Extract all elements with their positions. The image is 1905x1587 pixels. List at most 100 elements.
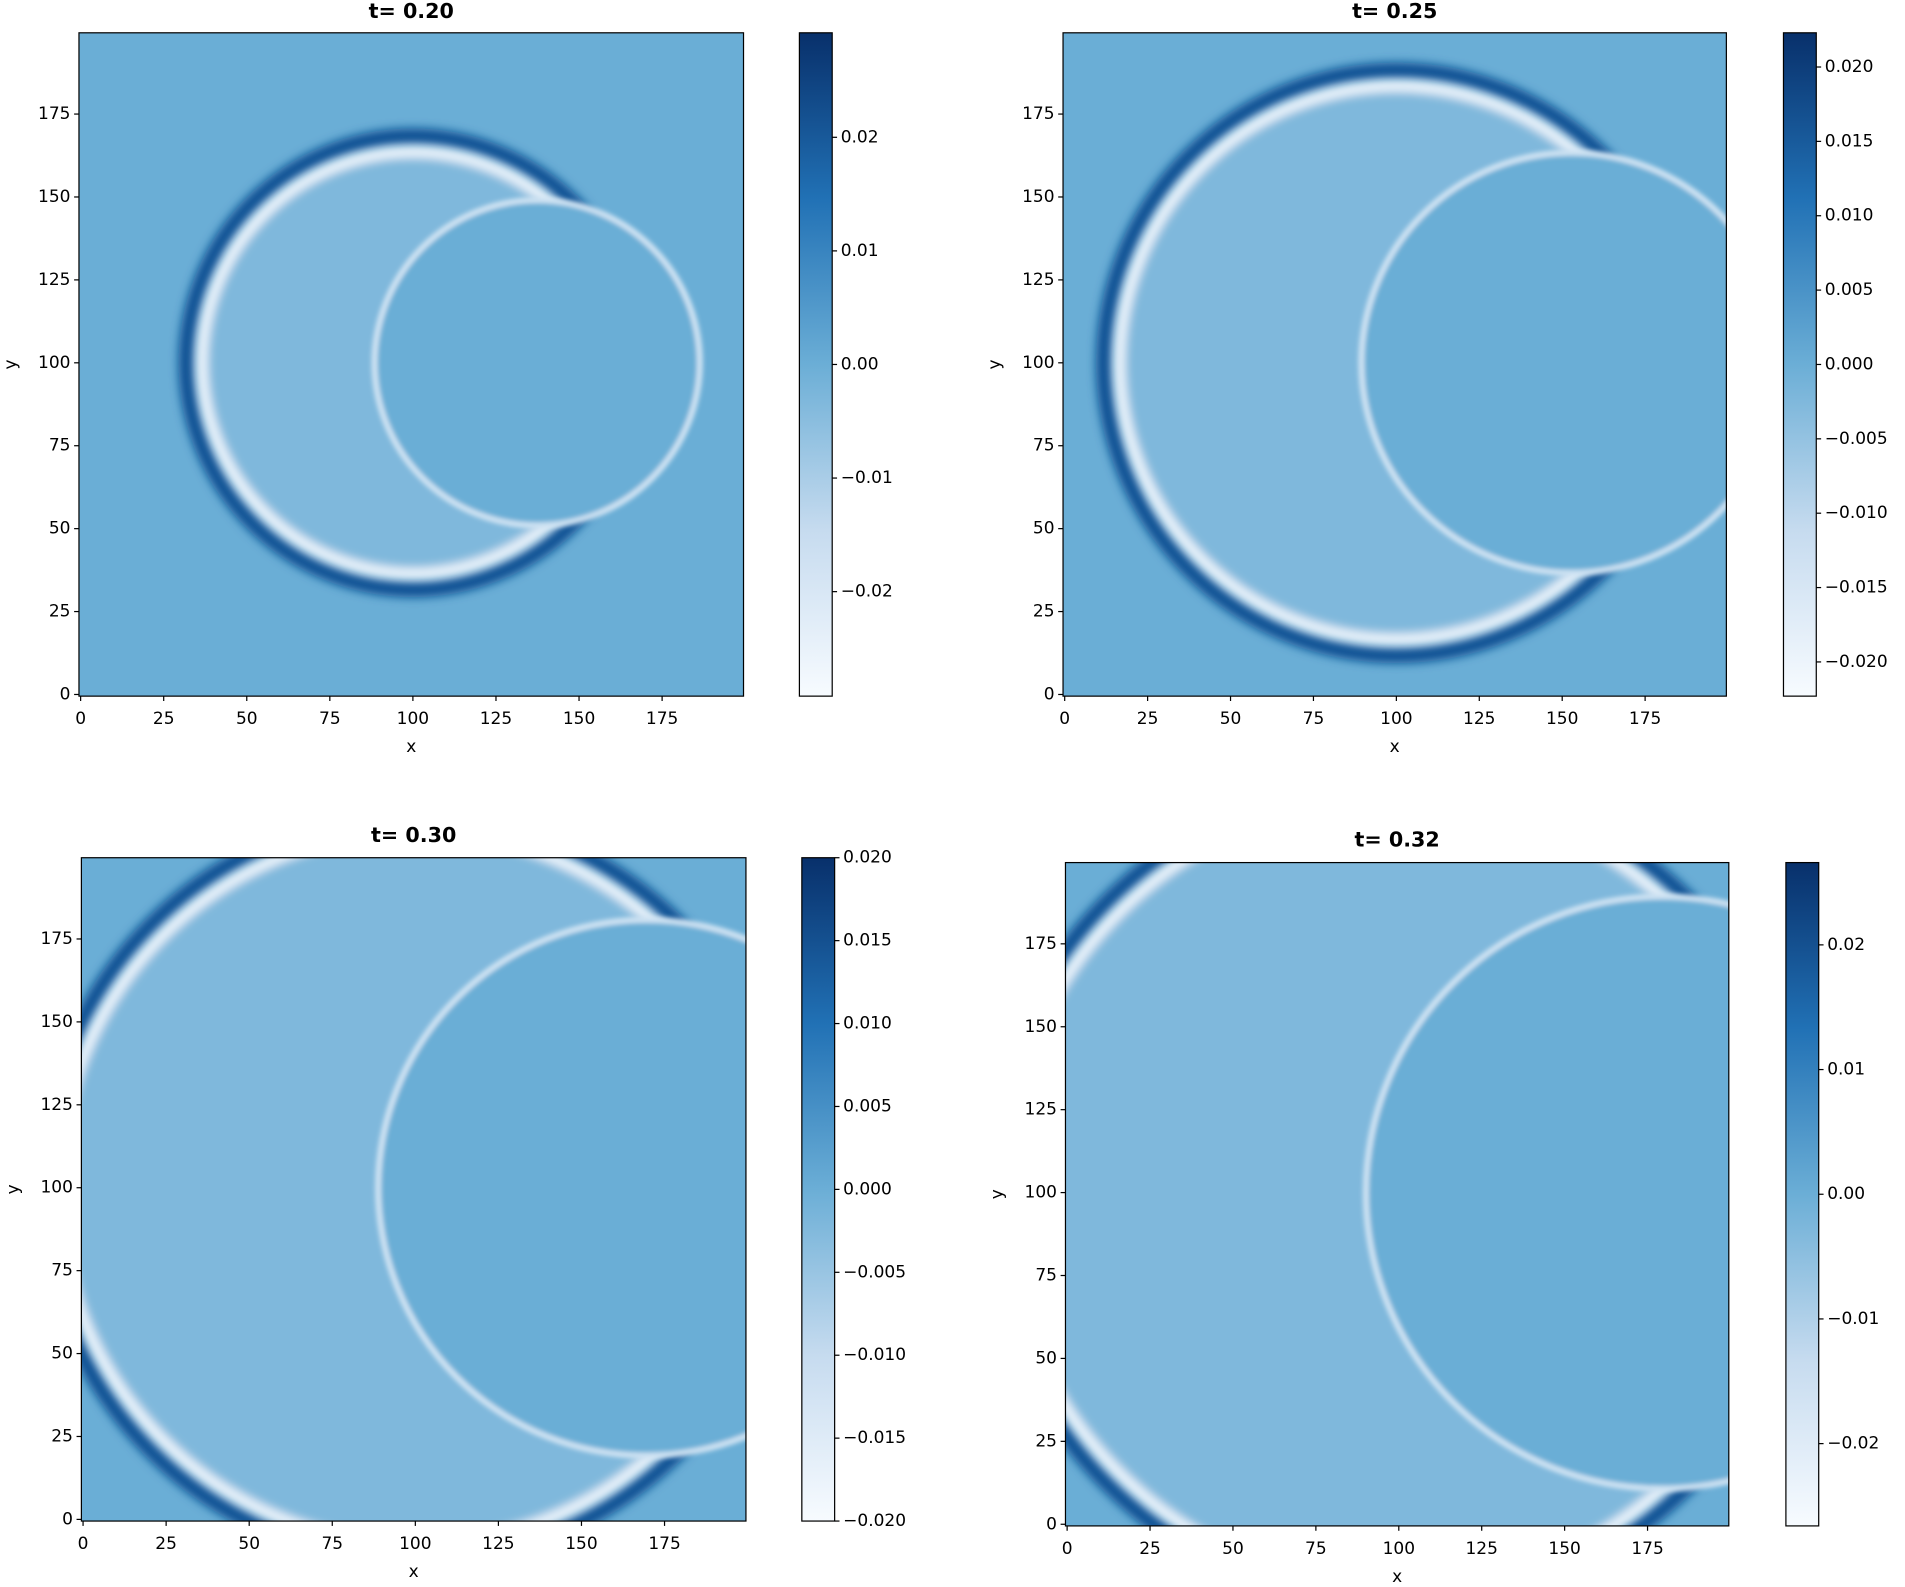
x-axis-label: x bbox=[1390, 737, 1400, 757]
field bbox=[78, 32, 744, 697]
x-tick-label: 75 bbox=[1303, 709, 1325, 729]
y-tick-label: 100 bbox=[1022, 353, 1054, 373]
colorbar-tick-label: −0.02 bbox=[841, 582, 893, 602]
colorbar-tick-label: 0.005 bbox=[1825, 280, 1874, 300]
colorbar-tick-label: 0.00 bbox=[841, 354, 879, 374]
x-tick-label: 100 bbox=[1383, 1539, 1415, 1559]
x-tick-label: 125 bbox=[1465, 1539, 1497, 1559]
colorbar-tick-label: −0.01 bbox=[841, 468, 893, 488]
y-tick-label: 100 bbox=[38, 353, 70, 373]
x-tick-label: 75 bbox=[1305, 1539, 1327, 1559]
inner-front bbox=[375, 916, 746, 1459]
colorbar-tick-label: −0.020 bbox=[1825, 652, 1888, 672]
x-axis-label: x bbox=[406, 737, 416, 757]
field bbox=[81, 857, 746, 1522]
colorbar-tick-label: −0.005 bbox=[1825, 429, 1888, 449]
axes-frame bbox=[1064, 861, 1730, 1527]
y-tick-label: 125 bbox=[1022, 270, 1054, 290]
colorbar-tick-label: 0.02 bbox=[1827, 935, 1865, 955]
axes-frame bbox=[1062, 32, 1727, 697]
x-tick-label: 150 bbox=[563, 709, 595, 729]
y-tick-label: 0 bbox=[62, 1509, 73, 1529]
y-tick-label: 100 bbox=[40, 1178, 72, 1198]
x-tick-label: 150 bbox=[565, 1534, 597, 1554]
axes-frame bbox=[78, 32, 745, 697]
x-tick-label: 150 bbox=[1548, 1539, 1580, 1559]
y-tick-label: 50 bbox=[1033, 519, 1055, 539]
y-axis-label: y bbox=[3, 1184, 23, 1194]
x-tick-label: 25 bbox=[1139, 1539, 1161, 1559]
field bbox=[1065, 862, 1729, 1526]
colorbar-tick-label: 0.005 bbox=[843, 1096, 892, 1116]
y-tick-label: 150 bbox=[1025, 1017, 1057, 1037]
colorbar-tick-label: 0.010 bbox=[843, 1014, 892, 1034]
subplot-title: t= 0.20 bbox=[369, 0, 454, 23]
x-tick-label: 0 bbox=[75, 709, 86, 729]
colorbar-tick-label: −0.01 bbox=[1827, 1309, 1879, 1329]
x-tick-label: 125 bbox=[1463, 709, 1495, 729]
y-tick-label: 50 bbox=[49, 519, 71, 539]
y-axis-label: y bbox=[1, 359, 21, 369]
x-tick-label: 0 bbox=[78, 1534, 89, 1554]
subplot: t= 0.20 x y 0 25 50 75 100 125 150 175 0 25 50 75 100 12… bbox=[1, 0, 893, 757]
colorbar bbox=[1785, 861, 1820, 1527]
x-tick-label: 100 bbox=[397, 709, 429, 729]
colorbar bbox=[801, 857, 836, 1522]
y-tick-label: 0 bbox=[1046, 1514, 1057, 1534]
x-tick-label: 175 bbox=[1631, 1539, 1663, 1559]
x-tick-label: 175 bbox=[646, 709, 678, 729]
colorbar-tick-label: 0.00 bbox=[1827, 1184, 1865, 1204]
y-tick-label: 50 bbox=[51, 1344, 73, 1364]
subplot: t= 0.32 x y 0 25 50 75 100 125 150 175 0 25 50 75 100 12… bbox=[987, 828, 1879, 1587]
colorbar-tick-label: 0.01 bbox=[1827, 1060, 1865, 1080]
x-tick-label: 50 bbox=[1220, 709, 1242, 729]
colorbar bbox=[798, 32, 833, 697]
colorbar bbox=[1782, 32, 1817, 697]
x-tick-label: 50 bbox=[236, 709, 258, 729]
x-tick-label: 75 bbox=[319, 709, 341, 729]
y-tick-label: 0 bbox=[60, 684, 71, 704]
colorbar-tick-label: 0.015 bbox=[1825, 131, 1874, 151]
x-tick-label: 175 bbox=[1629, 709, 1661, 729]
y-tick-label: 100 bbox=[1025, 1183, 1057, 1203]
y-axis-label: y bbox=[985, 359, 1005, 369]
colorbar-tick-label: 0.02 bbox=[841, 127, 879, 147]
x-tick-label: 100 bbox=[399, 1534, 431, 1554]
y-tick-label: 75 bbox=[49, 436, 71, 456]
y-tick-label: 25 bbox=[49, 602, 71, 622]
x-tick-label: 50 bbox=[238, 1534, 260, 1554]
colorbar-tick-label: −0.015 bbox=[843, 1428, 906, 1448]
x-tick-label: 75 bbox=[321, 1534, 343, 1554]
y-tick-label: 175 bbox=[1025, 934, 1057, 954]
y-tick-label: 125 bbox=[38, 270, 70, 290]
colorbar-tick-label: −0.015 bbox=[1825, 578, 1888, 598]
colorbar-tick-label: 0.000 bbox=[843, 1179, 892, 1199]
colorbar-tick-label: 0.000 bbox=[1825, 354, 1874, 374]
x-axis-label: x bbox=[1392, 1567, 1402, 1587]
colorbar-tick-label: −0.020 bbox=[843, 1511, 906, 1531]
x-tick-label: 0 bbox=[1059, 709, 1070, 729]
y-tick-label: 125 bbox=[1025, 1100, 1057, 1120]
x-tick-label: 25 bbox=[153, 709, 175, 729]
y-tick-label: 125 bbox=[40, 1095, 72, 1115]
x-tick-label: 25 bbox=[1137, 709, 1159, 729]
subplot-title: t= 0.32 bbox=[1354, 828, 1439, 852]
y-axis-label: y bbox=[987, 1189, 1007, 1199]
field bbox=[1063, 32, 1727, 697]
y-tick-label: 150 bbox=[38, 187, 70, 207]
y-tick-label: 75 bbox=[51, 1261, 73, 1281]
x-tick-label: 25 bbox=[155, 1534, 177, 1554]
colorbar-tick-label: −0.010 bbox=[843, 1345, 906, 1365]
colorbar-tick-label: 0.010 bbox=[1825, 206, 1874, 226]
colorbar-tick-label: −0.005 bbox=[843, 1262, 906, 1282]
y-tick-label: 25 bbox=[51, 1426, 73, 1446]
y-tick-label: 25 bbox=[1035, 1431, 1057, 1451]
y-tick-label: 150 bbox=[40, 1012, 72, 1032]
x-tick-label: 125 bbox=[480, 709, 512, 729]
x-tick-label: 0 bbox=[1062, 1539, 1073, 1559]
colorbar-tick-label: 0.01 bbox=[841, 241, 879, 261]
y-tick-label: 150 bbox=[1022, 187, 1054, 207]
y-tick-label: 175 bbox=[40, 929, 72, 949]
subplot: t= 0.30 x y 0 25 50 75 100 125 150 175 0 25 50 75 100 12… bbox=[3, 823, 906, 1582]
